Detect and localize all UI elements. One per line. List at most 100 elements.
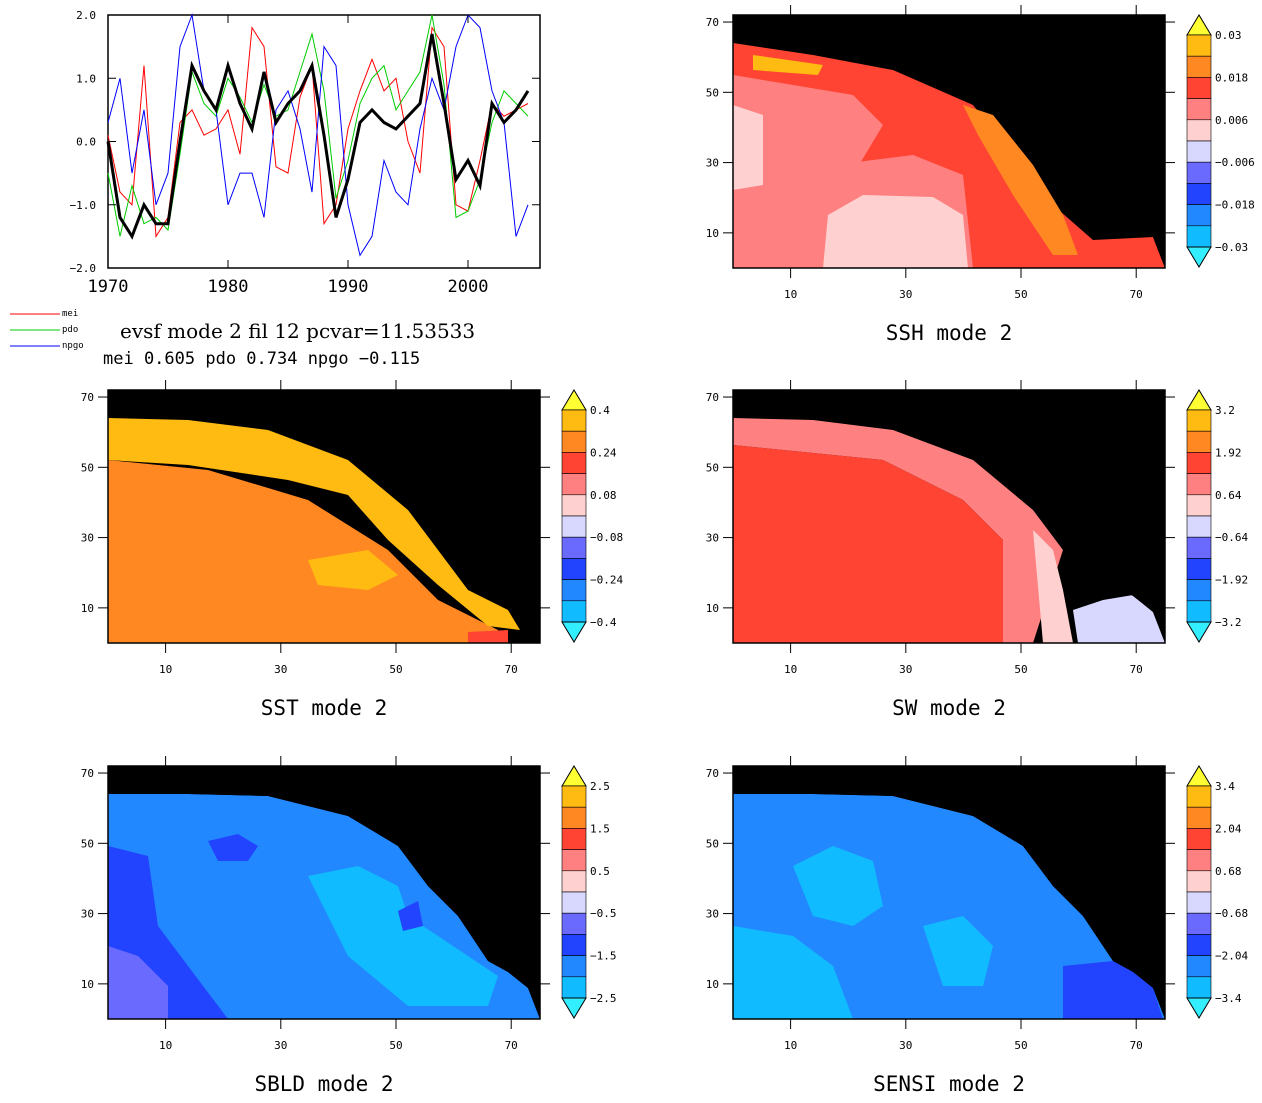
colorbar-sst: 0.40.240.08−0.08−0.24−0.4: [562, 390, 623, 642]
colorbar-bin-5: [562, 516, 586, 537]
colorbar-bin-9: [1187, 601, 1211, 622]
map-x-label-10: 10: [784, 1039, 797, 1052]
colorbar-bin-4: [562, 495, 586, 516]
colorbar-top-arrow: [1187, 15, 1211, 35]
colorbar-label-4: −2.04: [1215, 950, 1248, 963]
colorbar-label-5: −0.03: [1215, 241, 1248, 254]
map-x-label-50: 50: [389, 663, 402, 676]
colorbar-bin-6: [1187, 162, 1211, 183]
colorbar-bin-1: [562, 807, 586, 828]
map-x-label-30: 30: [899, 288, 912, 301]
region-sst-3: [468, 630, 508, 643]
colorbar-bottom-arrow: [562, 998, 586, 1018]
colorbar-top-arrow: [1187, 766, 1211, 786]
colorbar-bin-4: [1187, 120, 1211, 141]
colorbar-bin-7: [562, 558, 586, 579]
colorbar-bin-2: [1187, 828, 1211, 849]
map-y-label-30: 30: [81, 532, 94, 545]
map-x-label-10: 10: [159, 663, 172, 676]
colorbar-bin-9: [1187, 977, 1211, 998]
map-x-label-10: 10: [784, 663, 797, 676]
colorbar-bin-6: [562, 537, 586, 558]
y-tick-label-1: 1.0: [76, 72, 96, 85]
colorbar-label-0: 3.2: [1215, 404, 1235, 417]
colorbar-label-2: 0.006: [1215, 114, 1248, 127]
map-y-label-10: 10: [81, 978, 94, 991]
map-y-label-10: 10: [706, 227, 719, 240]
map-x-label-10: 10: [784, 288, 797, 301]
colorbar-label-3: −0.08: [590, 531, 623, 544]
x-tick-label-2000: 2000: [448, 277, 489, 297]
y-tick-label-3: −1.0: [70, 199, 97, 212]
legend-label-npgo: npgo: [62, 341, 84, 351]
colorbar-bottom-arrow: [562, 622, 586, 642]
colorbar-bin-4: [1187, 871, 1211, 892]
colorbar-bin-7: [562, 934, 586, 955]
timeseries-title: evsf mode 2 fil 12 pcvar=11.53533: [120, 319, 475, 343]
colorbar-bin-6: [1187, 913, 1211, 934]
map-y-label-50: 50: [706, 86, 719, 99]
colorbar-label-3: −0.5: [590, 907, 617, 920]
colorbar-bottom-arrow: [1187, 247, 1211, 267]
colorbar-label-1: 2.04: [1215, 822, 1242, 835]
colorbar-label-0: 0.03: [1215, 29, 1242, 42]
colorbar-label-1: 0.018: [1215, 71, 1248, 84]
colorbar-bin-2: [562, 828, 586, 849]
map-title-sst: SST mode 2: [261, 696, 387, 720]
colorbar-bin-9: [1187, 226, 1211, 247]
colorbar-top-arrow: [1187, 390, 1211, 410]
colorbar-bin-8: [562, 580, 586, 601]
colorbar-label-1: 1.92: [1215, 446, 1242, 459]
map-x-label-30: 30: [899, 1039, 912, 1052]
map-x-label-70: 70: [1130, 288, 1143, 301]
map-y-label-30: 30: [706, 908, 719, 921]
colorbar-bin-5: [1187, 892, 1211, 913]
map-y-label-10: 10: [706, 602, 719, 615]
map-x-label-70: 70: [1130, 663, 1143, 676]
colorbar-bin-4: [1187, 495, 1211, 516]
map-x-label-50: 50: [1014, 663, 1027, 676]
colorbar-bin-9: [562, 977, 586, 998]
colorbar-label-2: 0.5: [590, 865, 610, 878]
colorbar-bin-5: [1187, 141, 1211, 162]
colorbar-bin-7: [1187, 183, 1211, 204]
map-title-ssh: SSH mode 2: [886, 321, 1012, 345]
map-y-label-70: 70: [81, 391, 94, 404]
colorbar-label-0: 3.4: [1215, 780, 1235, 793]
map-title-sw: SW mode 2: [892, 696, 1006, 720]
map-title-sbld: SBLD mode 2: [254, 1072, 393, 1096]
colorbar-top-arrow: [562, 390, 586, 410]
map-x-label-70: 70: [505, 1039, 518, 1052]
map-y-label-10: 10: [81, 602, 94, 615]
x-tick-label-1990: 1990: [328, 277, 369, 297]
colorbar-sensi: 3.42.040.68−0.68−2.04−3.4: [1187, 766, 1248, 1018]
map-y-label-50: 50: [81, 837, 94, 850]
map-y-label-70: 70: [706, 391, 719, 404]
colorbar-bin-8: [1187, 956, 1211, 977]
colorbar-bin-3: [562, 474, 586, 495]
map-x-label-50: 50: [389, 1039, 402, 1052]
colorbar-label-3: −0.64: [1215, 531, 1248, 544]
map-y-label-70: 70: [706, 767, 719, 780]
map-x-label-30: 30: [899, 663, 912, 676]
colorbar-bin-3: [1187, 99, 1211, 120]
colorbar-bin-7: [1187, 558, 1211, 579]
colorbar-bin-0: [562, 786, 586, 807]
x-tick-label-1980: 1980: [208, 277, 249, 297]
colorbar-bin-9: [562, 601, 586, 622]
colorbar-bin-1: [562, 431, 586, 452]
colorbar-label-1: 1.5: [590, 822, 610, 835]
colorbar-bin-2: [1187, 77, 1211, 98]
timeseries-legend: mei pdo npgo: [10, 309, 84, 351]
colorbar-label-4: −0.018: [1215, 199, 1255, 212]
colorbar-bin-6: [562, 913, 586, 934]
map-y-label-50: 50: [81, 461, 94, 474]
map-y-label-30: 30: [706, 532, 719, 545]
colorbar-sw: 3.21.920.64−0.64−1.92−3.2: [1187, 390, 1248, 642]
map-y-label-70: 70: [706, 16, 719, 29]
colorbar-bin-8: [1187, 205, 1211, 226]
